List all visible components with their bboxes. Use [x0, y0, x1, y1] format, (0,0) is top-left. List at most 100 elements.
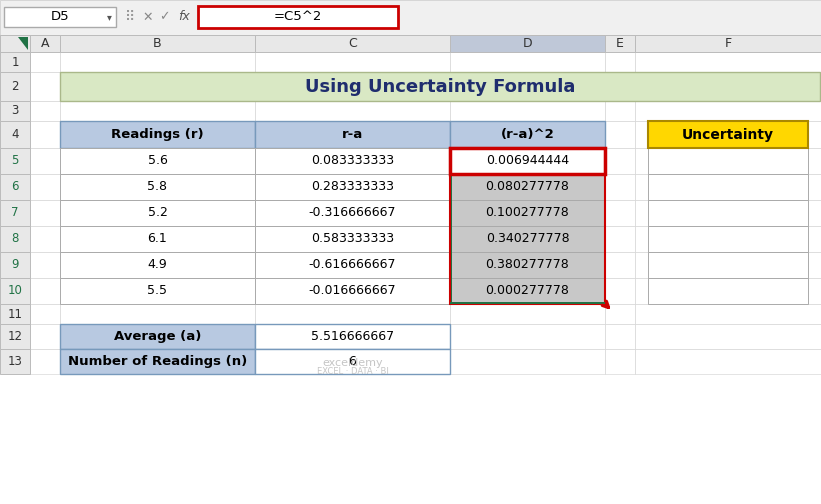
Bar — [60, 101, 255, 121]
Bar — [635, 226, 821, 252]
Bar — [30, 101, 60, 121]
Text: 0.083333333: 0.083333333 — [311, 155, 394, 167]
Bar — [60, 148, 255, 174]
Bar — [0, 252, 30, 278]
Bar — [30, 35, 60, 52]
Bar — [0, 304, 30, 324]
Bar — [635, 349, 821, 374]
Text: 1: 1 — [11, 55, 19, 69]
Text: A: A — [41, 37, 49, 50]
Bar — [450, 174, 605, 200]
Text: 10: 10 — [7, 284, 22, 297]
Bar — [60, 72, 820, 101]
Bar — [60, 252, 255, 278]
Bar — [255, 72, 450, 101]
Bar — [0, 200, 30, 226]
Bar — [635, 35, 821, 52]
Text: 5.516666667: 5.516666667 — [311, 330, 394, 343]
Bar — [605, 35, 635, 52]
Bar — [605, 349, 635, 374]
Text: B: B — [154, 37, 162, 50]
Bar — [255, 174, 450, 200]
Text: Uncertainty: Uncertainty — [682, 128, 774, 142]
Bar — [30, 52, 60, 72]
Bar — [0, 35, 30, 52]
Bar — [255, 252, 450, 278]
Text: 0.283333333: 0.283333333 — [311, 180, 394, 194]
Text: 8: 8 — [11, 232, 19, 245]
Text: 0.000277778: 0.000277778 — [485, 284, 570, 297]
Bar — [255, 101, 450, 121]
Bar — [255, 121, 450, 148]
Bar — [450, 200, 605, 226]
Text: -0.616666667: -0.616666667 — [309, 259, 397, 272]
Bar — [255, 226, 450, 252]
Text: 7: 7 — [11, 207, 19, 220]
Text: 6.1: 6.1 — [148, 232, 167, 245]
Bar — [255, 349, 450, 374]
Text: D: D — [523, 37, 532, 50]
Bar — [605, 278, 635, 304]
Text: Readings (r): Readings (r) — [111, 128, 204, 141]
Bar — [450, 278, 605, 304]
Bar — [0, 349, 30, 374]
Bar — [30, 304, 60, 324]
Text: 13: 13 — [7, 355, 22, 368]
Bar — [450, 278, 605, 304]
Bar — [450, 52, 605, 72]
Bar — [450, 302, 605, 304]
Bar — [635, 304, 821, 324]
Bar — [30, 324, 60, 349]
Bar — [255, 252, 450, 278]
Text: ✕: ✕ — [143, 11, 154, 24]
Text: 6: 6 — [11, 180, 19, 194]
Bar — [60, 252, 255, 278]
Bar — [450, 148, 605, 174]
Bar — [450, 252, 605, 278]
Text: 5.2: 5.2 — [148, 207, 167, 220]
Bar — [605, 148, 635, 174]
Bar — [60, 121, 255, 148]
Bar — [255, 121, 450, 148]
Text: ⠿: ⠿ — [125, 10, 135, 24]
Bar — [60, 226, 255, 252]
Bar — [255, 324, 450, 349]
Bar — [30, 148, 60, 174]
Bar — [60, 52, 255, 72]
Bar — [450, 148, 452, 304]
Bar — [60, 174, 255, 200]
Bar — [635, 278, 821, 304]
Bar — [648, 200, 808, 226]
Bar — [0, 278, 30, 304]
Text: 4: 4 — [11, 128, 19, 141]
Text: C: C — [348, 37, 357, 50]
Bar — [635, 148, 821, 174]
Text: Number of Readings (n): Number of Readings (n) — [68, 355, 247, 368]
Bar — [255, 324, 450, 349]
Text: 5.5: 5.5 — [148, 284, 167, 297]
Bar — [450, 121, 605, 148]
Bar — [605, 174, 635, 200]
Bar — [255, 174, 450, 200]
Bar — [0, 35, 30, 52]
Bar — [635, 101, 821, 121]
Bar — [60, 349, 255, 374]
Bar — [605, 324, 635, 349]
Bar — [255, 52, 450, 72]
Bar — [635, 174, 821, 200]
Bar — [450, 252, 605, 278]
Bar — [450, 226, 605, 252]
Bar — [60, 324, 255, 349]
Bar — [605, 52, 635, 72]
Bar — [605, 101, 635, 121]
Bar — [30, 278, 60, 304]
Bar — [30, 121, 60, 148]
Bar — [450, 35, 605, 52]
Bar — [255, 304, 450, 324]
Text: 5: 5 — [11, 155, 19, 167]
Bar — [0, 174, 30, 200]
Bar — [635, 252, 821, 278]
Bar — [4, 7, 116, 27]
Bar — [635, 121, 821, 148]
Text: 12: 12 — [7, 330, 22, 343]
